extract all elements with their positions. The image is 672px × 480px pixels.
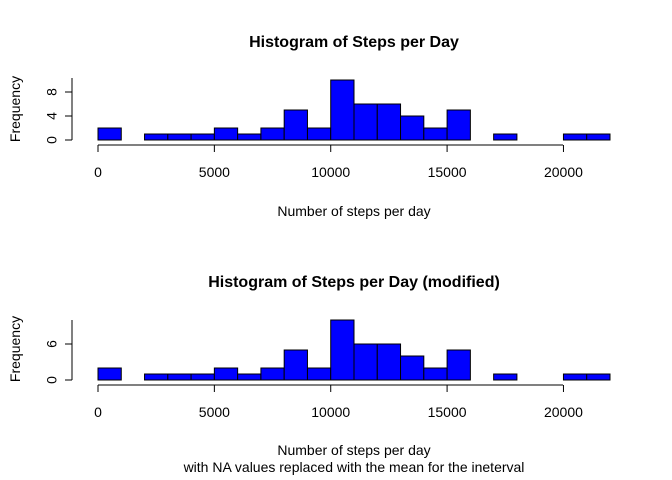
histogram-bar [562,373,588,381]
histogram-panel-2: Histogram of Steps per Day (modified) 0 5… [7,274,611,475]
histogram-bar [562,133,588,141]
histogram-bar [97,367,122,381]
histogram-bar [167,133,192,141]
histogram-bar [213,367,239,381]
bars-1 [97,79,611,141]
x-tick-label: 20000 [544,404,583,420]
x-ticks-2: 0 5000 10000 15000 20000 [94,385,583,420]
histogram-bar [306,127,332,141]
x-tick-label: 20000 [544,164,583,180]
histogram-bar [446,109,471,141]
y-tick-label: 8 [44,88,60,96]
histogram-panel-1: Histogram of Steps per Day 0 5000 10000 150… [7,34,611,219]
x-tick-label: 0 [94,404,102,420]
histogram-bar [353,343,378,381]
x-axis-label-2: Number of steps per day [277,442,430,458]
histogram-bar [353,103,378,141]
histogram-bar [260,127,285,141]
histogram-bar [190,133,215,141]
histogram-bar [190,373,215,381]
histogram-bar [283,349,308,381]
y-tick-label: 6 [44,340,60,348]
histogram-bar [283,109,308,141]
histogram-bar [586,373,611,381]
x-axis-label-1: Number of steps per day [277,203,430,219]
bars-2 [97,319,611,381]
histogram-bar [376,343,402,381]
x-tick-label: 5000 [199,164,230,180]
y-ticks-2: 06 [44,340,72,384]
histogram-bar [330,319,355,381]
y-ticks-1: 0 4 8 [44,88,72,144]
histogram-bar [376,103,402,141]
x-axis-sublabel-2: with NA values replaced with the mean fo… [183,459,525,475]
y-axis-label-2: Frequency [7,316,23,382]
y-tick-label: 0 [44,376,60,384]
histogram-bar [446,349,471,381]
x-tick-label: 15000 [428,404,467,420]
histogram-bar [260,367,285,381]
histogram-bar [493,373,518,381]
x-tick-label: 10000 [311,164,350,180]
histogram-bar [400,355,425,381]
histogram-bar [167,373,192,381]
x-tick-label: 5000 [199,404,230,420]
y-tick-label: 0 [44,136,60,144]
histogram-bar [237,373,262,381]
histogram-bar [213,127,239,141]
histogram-bar [423,127,448,141]
histogram-bar [237,133,262,141]
x-ticks-1: 0 5000 10000 15000 20000 [94,145,583,180]
histogram-bar [330,79,355,141]
histogram-bar [493,133,518,141]
x-tick-label: 0 [94,164,102,180]
histogram-bar [97,127,122,141]
histogram-bar [144,133,169,141]
histogram-bar [400,115,425,141]
chart-title-1: Histogram of Steps per Day [249,34,459,51]
histogram-bar [306,367,332,381]
histogram-bar [144,373,169,381]
chart-title-2: Histogram of Steps per Day (modified) [208,274,500,291]
x-tick-label: 15000 [428,164,467,180]
histogram-bar [423,367,448,381]
x-tick-label: 10000 [311,404,350,420]
histogram-bar [586,133,611,141]
y-tick-label: 4 [44,112,60,120]
y-axis-label-1: Frequency [7,76,23,142]
